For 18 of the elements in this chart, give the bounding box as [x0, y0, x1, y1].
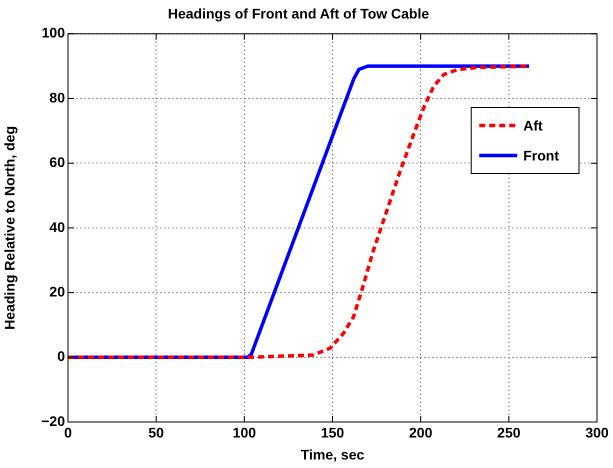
y-tick-label: 100: [42, 24, 66, 41]
y-tick-label: −20: [41, 412, 66, 429]
y-axis-title: Heading Relative to North, deg: [1, 126, 18, 330]
y-tick-label: 60: [49, 154, 66, 170]
x-tick-label: 50: [148, 424, 164, 440]
y-tick-label: 20: [49, 283, 66, 300]
x-axis-title: Time, sec: [300, 446, 364, 462]
x-tick-label: 200: [408, 424, 433, 440]
y-tick-label: 80: [49, 89, 66, 106]
legend-label: Front: [523, 147, 560, 164]
x-tick-label: 100: [232, 424, 256, 440]
legend-label: Aft: [523, 117, 544, 134]
chart-title: Headings of Front and Aft of Tow Cable: [168, 5, 430, 22]
y-tick-label: 0: [57, 348, 66, 364]
x-tick-label: 250: [497, 424, 521, 440]
y-tick-label: 40: [49, 218, 66, 235]
x-tick-label: 150: [320, 424, 344, 440]
x-tick-label: 300: [585, 424, 609, 440]
